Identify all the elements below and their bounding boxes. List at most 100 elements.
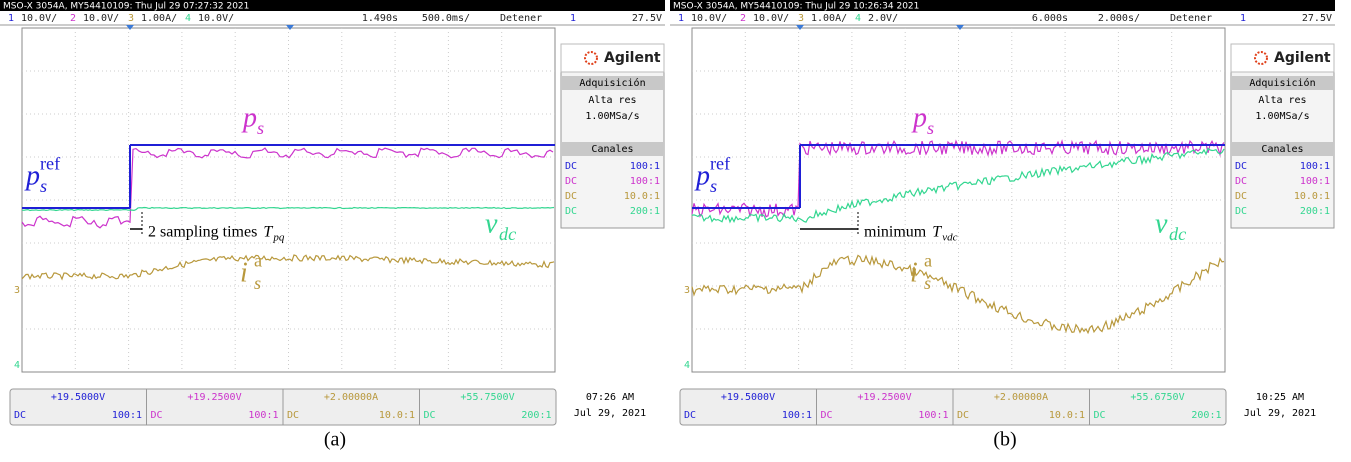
acq-rate: 1.00MSa/s [585,111,639,122]
math-base: v [485,208,498,239]
chan-coupling: DC [565,191,577,202]
offset-value: +2.00000A [324,392,378,403]
offset-coupling: DC [287,410,299,421]
annotation-sub: vdc [942,232,957,244]
offset-coupling: DC [1094,410,1106,421]
math-base: p [911,102,927,133]
chan-probe: 100:1 [630,161,660,172]
chan-probe: 10.0:1 [624,191,660,202]
run-state: Detener [500,13,542,24]
chan-probe: 10.0:1 [1294,191,1330,202]
chan-probe: 100:1 [630,176,660,187]
channel-scale: 1.00A/ [811,13,847,24]
brand: Agilent [604,50,661,66]
channel-scale: 10.0V/ [83,13,119,24]
offset-value: +19.2500V [187,392,241,403]
delay: 1.490s [362,13,398,24]
chan-coupling: DC [1235,206,1247,217]
channel-scale: 10.0V/ [691,13,727,24]
offset-probe: 100:1 [112,410,142,421]
math-sub: s [924,273,931,293]
channel-number: 1 [678,13,684,24]
trigger-source: 1 [570,13,576,24]
math-base: v [1155,208,1168,239]
annotation-text: minimum [864,224,927,241]
chan-title: Canales [591,144,633,155]
channel-scale: 1.00A/ [141,13,177,24]
chan-coupling: DC [1235,161,1247,172]
timebase: 500.0ms/ [422,13,470,24]
marker-3: 3 [14,285,20,296]
math-base: i [240,257,248,288]
caption: (a) [324,429,346,451]
annotation-symbol: T [932,224,942,241]
run-state: Detener [1170,13,1212,24]
channel-number: 4 [855,13,861,24]
offset-value: +19.5000V [51,392,105,403]
channel-number: 1 [8,13,14,24]
offset-probe: 200:1 [521,410,551,421]
clock-date: Jul 29, 2021 [1244,408,1316,419]
delay: 6.000s [1032,13,1068,24]
channel-scale: 10.0V/ [753,13,789,24]
acq-mode: Alta res [1258,95,1306,106]
offset-value: +55.7500V [460,392,514,403]
offset-probe: 100:1 [782,410,812,421]
chan-coupling: DC [565,161,577,172]
clock-time: 10:25 AM [1256,392,1304,403]
marker-4: 4 [684,360,690,371]
acq-rate: 1.00MSa/s [1255,111,1309,122]
annotation-sub: pq [272,232,285,244]
math-sub: s [927,118,934,138]
annotation-symbol: T [263,224,273,241]
math-sup: a [254,251,262,271]
offset-coupling: DC [424,410,436,421]
chan-coupling: DC [565,176,577,187]
chan-coupling: DC [1235,191,1247,202]
offset-coupling: DC [821,410,833,421]
clock-time: 07:26 AM [586,392,634,403]
math-base: p [694,160,710,191]
math-sub: dc [499,224,516,244]
figure: MSO-X 3054A, MY54410109: Thu Jul 29 07:2… [0,0,1351,462]
math-base: p [24,160,40,191]
channel-number: 4 [185,13,191,24]
chan-coupling: DC [565,206,577,217]
offset-value: +2.00000A [994,392,1048,403]
chan-probe: 200:1 [630,206,660,217]
channel-scale: 10.0V/ [198,13,234,24]
chan-coupling: DC [1235,176,1247,187]
math-base: i [910,257,918,288]
offset-probe: 100:1 [248,410,278,421]
offset-coupling: DC [151,410,163,421]
header: MSO-X 3054A, MY54410109: Thu Jul 29 07:2… [3,2,249,12]
offset-probe: 10.0:1 [379,410,415,421]
offset-coupling: DC [684,410,696,421]
marker-4: 4 [14,360,20,371]
offset-value: +19.2500V [857,392,911,403]
acq-title: Adquisición [1249,77,1315,89]
offset-probe: 10.0:1 [1049,410,1085,421]
caption: (b) [993,429,1016,451]
math-sup: ref [40,154,61,174]
channel-number: 2 [70,13,76,24]
math-sup: ref [710,154,731,174]
math-base: p [241,102,257,133]
math-sub: s [40,176,47,196]
acq-mode: Alta res [588,95,636,106]
timebase: 2.000s/ [1098,13,1140,24]
marker-3: 3 [684,285,690,296]
math-sub: dc [1169,224,1186,244]
trigger-level: 27.5V [1302,13,1332,24]
annotation-text: 2 sampling times [148,224,257,241]
acq-title: Adquisición [579,77,645,89]
trigger-level: 27.5V [632,13,662,24]
brand: Agilent [1274,50,1331,66]
channel-scale: 2.0V/ [868,13,898,24]
offset-coupling: DC [14,410,26,421]
channel-number: 3 [128,13,134,24]
offset-probe: 200:1 [1191,410,1221,421]
offset-coupling: DC [957,410,969,421]
chan-title: Canales [1261,144,1303,155]
header: MSO-X 3054A, MY54410109: Thu Jul 29 10:2… [673,2,919,12]
